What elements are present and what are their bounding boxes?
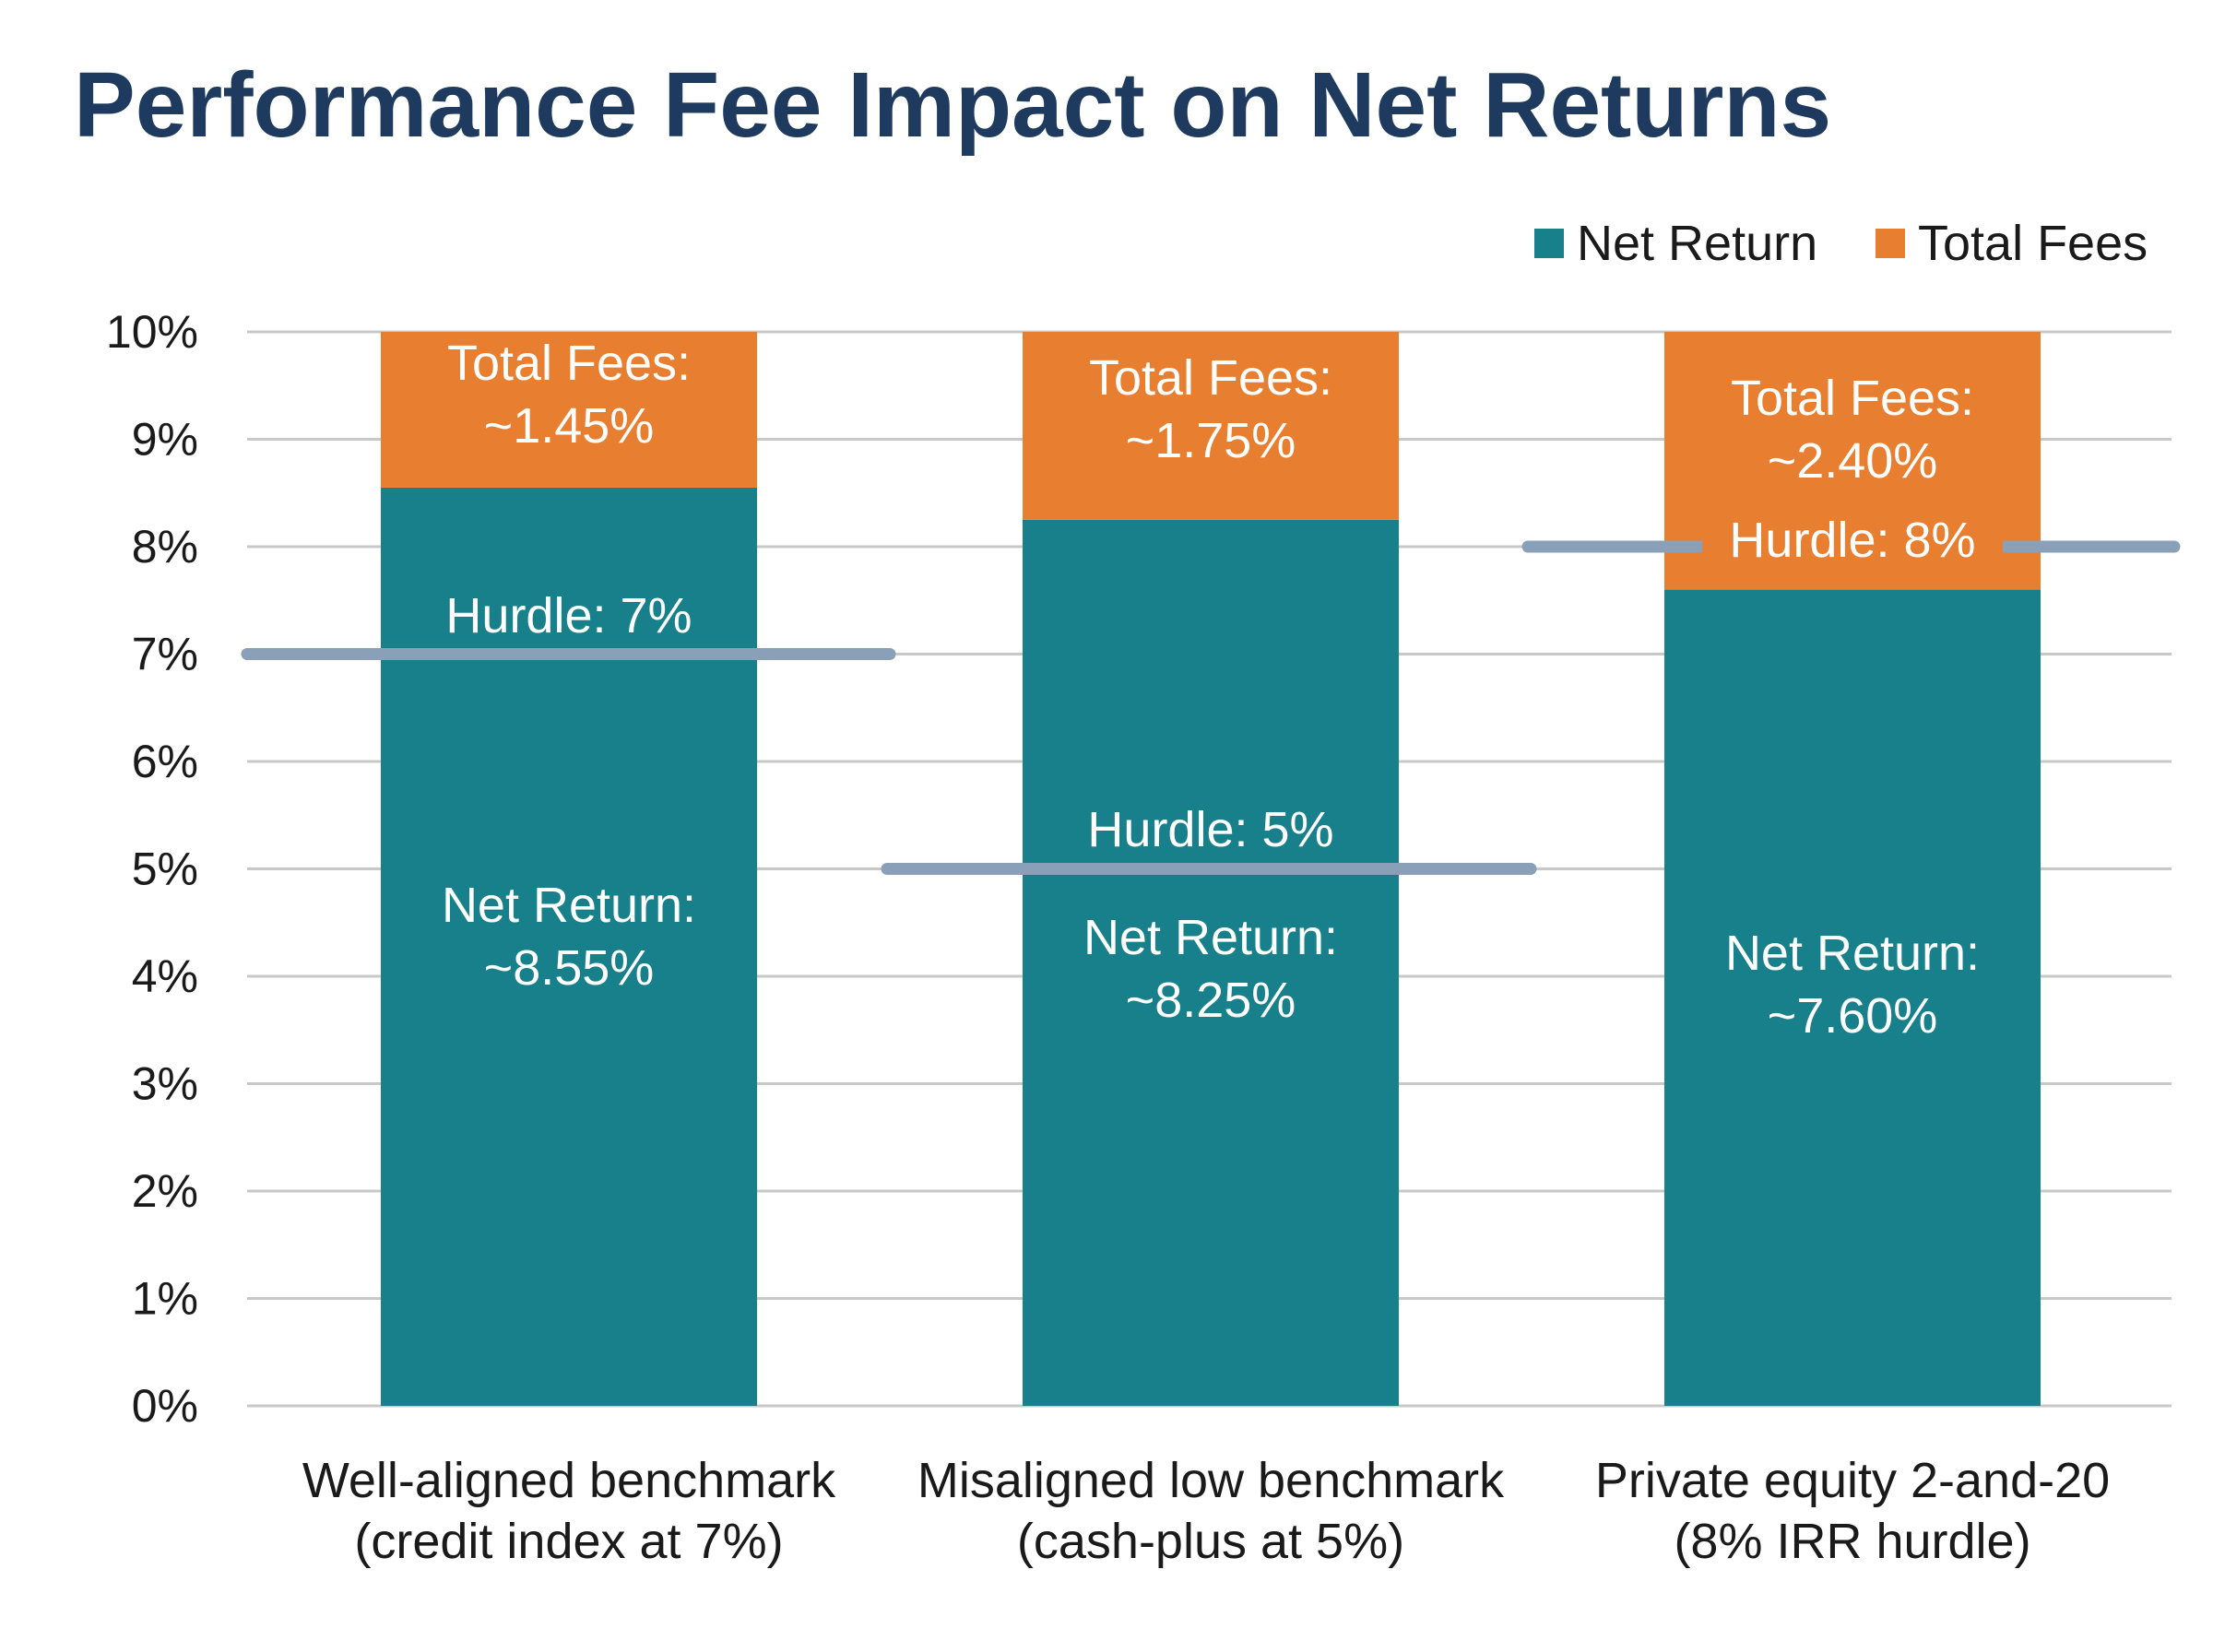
legend: Net Return Total Fees [1534, 216, 2148, 271]
net-value-label: Net Return: [1725, 926, 1980, 981]
bars [381, 332, 2041, 1406]
chart-title: Performance Fee Impact on Net Returns [74, 53, 1831, 157]
legend-swatch-net-return [1534, 229, 1564, 258]
hurdle-label: Hurdle: 7% [445, 588, 692, 643]
y-tick-label: 0% [132, 1380, 198, 1432]
y-tick-label: 3% [132, 1058, 198, 1110]
hurdle-label: Hurdle: 8% [1729, 513, 1975, 568]
bar-net-return [1023, 519, 1399, 1406]
bar-labels: Total Fees: ~1.45% Net Return: ~8.55% Total … [442, 336, 2003, 1044]
hurdle-label: Hurdle: 5% [1087, 802, 1333, 857]
bar-net-return [1664, 589, 2041, 1406]
y-tick-label: 1% [132, 1273, 198, 1325]
y-axis-ticks: 0% 1% 2% 3% 4% 5% 6% 7% 8% 9% 10% [106, 306, 198, 1432]
x-category-sublabel: (credit index at 7%) [354, 1514, 783, 1569]
fee-value-label: Total Fees: [447, 336, 691, 391]
bar-total-fees [1023, 332, 1399, 520]
x-category-sublabel: (8% IRR hurdle) [1674, 1514, 2030, 1569]
x-category-label: Private equity 2-and-20 [1595, 1453, 2110, 1508]
y-tick-label: 8% [132, 521, 198, 572]
net-value-label: Net Return: [1083, 910, 1338, 965]
legend-label-total-fees: Total Fees [1918, 216, 2148, 271]
net-value-label: ~8.55% [484, 940, 655, 996]
hurdle-label-gap [1702, 539, 2003, 554]
net-value-label: ~7.60% [1768, 988, 1938, 1044]
bar-net-return [381, 487, 757, 1406]
y-tick-label: 4% [132, 950, 198, 1002]
x-category-sublabel: (cash-plus at 5%) [1017, 1514, 1404, 1569]
net-value-label: ~8.25% [1126, 973, 1296, 1028]
legend-label-net-return: Net Return [1577, 216, 1817, 271]
y-tick-label: 5% [132, 844, 198, 895]
fee-value-label: Total Fees: [1089, 350, 1332, 406]
bar-total-fees [381, 332, 757, 488]
y-tick-label: 2% [132, 1165, 198, 1217]
fee-value-label: Total Fees: [1731, 371, 1974, 426]
x-category-label: Misaligned low benchmark [917, 1453, 1505, 1508]
net-value-label: Net Return: [442, 878, 696, 933]
fee-value-label: ~2.40% [1768, 433, 1938, 489]
x-axis-labels: Well-aligned benchmark (credit index at 7… [302, 1453, 2110, 1569]
y-tick-label: 7% [132, 629, 198, 680]
fee-value-label: ~1.75% [1126, 413, 1296, 468]
y-tick-label: 6% [132, 736, 198, 787]
x-category-label: Well-aligned benchmark [302, 1453, 836, 1508]
y-tick-label: 10% [106, 306, 198, 358]
legend-swatch-total-fees [1876, 229, 1905, 258]
fee-value-label: ~1.45% [484, 398, 655, 454]
y-tick-label: 9% [132, 414, 198, 466]
